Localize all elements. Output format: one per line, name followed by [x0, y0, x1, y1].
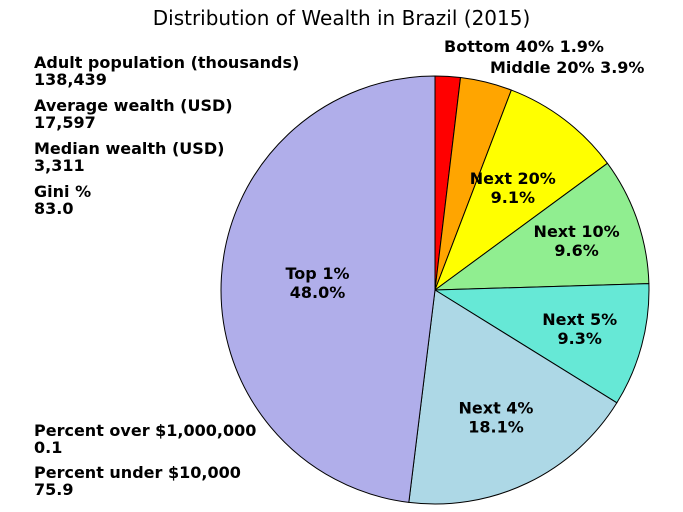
stat-value: 0.1 [34, 438, 63, 457]
stat-label: Percent under $10,000 [34, 463, 241, 482]
pie-slice-next-20 [434, 89, 608, 291]
slice-label: Next 5% 9.3% [542, 310, 617, 348]
slice-label-value: 18.1% [468, 417, 524, 436]
slice-label: Bottom 40% 1.9% [444, 37, 604, 56]
stat-label: Percent over $1,000,000 [34, 421, 257, 440]
slice-label: Next 4% 18.1% [459, 398, 534, 436]
stat-label: Adult population (thousands) [34, 53, 300, 72]
pie-slice-top-1 [220, 75, 436, 503]
stat-average-wealth: Average wealth (USD) 17,597 [34, 97, 233, 131]
slice-label: Middle 20% 3.9% [490, 58, 644, 77]
stat-percent-over-million: Percent over $1,000,000 0.1 [34, 422, 256, 456]
slice-label-value: 9.3% [558, 329, 602, 348]
slice-label-value: 9.6% [554, 241, 598, 260]
slice-label-name: Next 4% [459, 398, 534, 417]
stat-label: Average wealth (USD) [34, 96, 233, 115]
stat-value: 83.0 [34, 199, 74, 218]
slice-label-value: 48.0% [290, 283, 346, 302]
chart-title: Distribution of Wealth in Brazil (2015) [152, 6, 531, 30]
stat-value: 17,597 [34, 113, 96, 132]
slice-label-value: 9.1% [491, 188, 535, 207]
stat-gini: Gini % 83.0 [34, 183, 91, 217]
stat-percent-under-10000: Percent under $10,000 75.9 [34, 464, 241, 498]
stat-value: 3,311 [34, 156, 85, 175]
slice-label: Next 10% 9.6% [534, 222, 620, 260]
slice-label: Next 20% 9.1% [470, 169, 556, 207]
pie-slice-next-10 [434, 162, 650, 291]
stat-label: Gini % [34, 182, 92, 201]
slice-label: Top 1% 48.0% [286, 264, 350, 302]
slice-label-name: Next 20% [470, 169, 556, 188]
slice-label-name: Next 5% [542, 310, 617, 329]
stat-value: 75.9 [34, 480, 74, 499]
stat-value: 138,439 [34, 70, 107, 89]
slice-label-name: Top 1% [286, 264, 350, 283]
slice-label-name: Next 10% [534, 222, 620, 241]
stat-median-wealth: Median wealth (USD) 3,311 [34, 140, 224, 174]
pie-slice-next-4 [408, 289, 618, 505]
stat-adult-population: Adult population (thousands) 138,439 [34, 54, 299, 88]
stat-label: Median wealth (USD) [34, 139, 225, 158]
pie-slice-next-5 [434, 283, 650, 404]
